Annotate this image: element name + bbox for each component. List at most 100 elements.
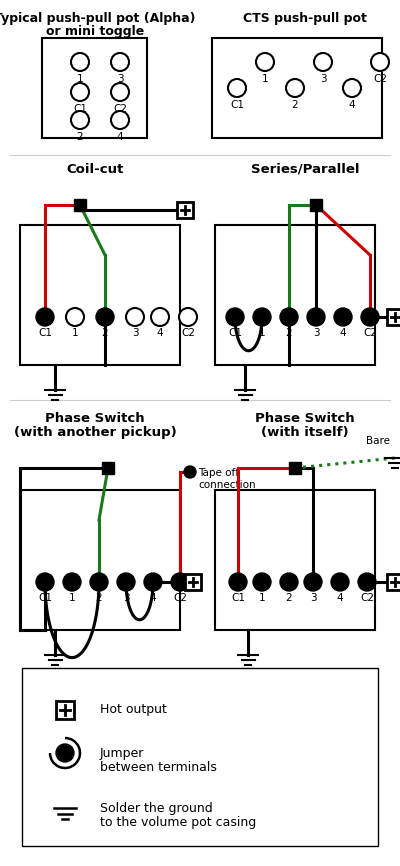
Circle shape xyxy=(253,308,271,326)
Text: Series/Parallel: Series/Parallel xyxy=(251,163,359,176)
Text: 4: 4 xyxy=(349,100,355,110)
Text: C2: C2 xyxy=(363,328,377,338)
Bar xyxy=(289,462,301,474)
Circle shape xyxy=(63,573,81,591)
Bar xyxy=(102,462,114,474)
Text: (with another pickup): (with another pickup) xyxy=(14,426,176,439)
Circle shape xyxy=(171,573,189,591)
Circle shape xyxy=(66,308,84,326)
Text: Tape off: Tape off xyxy=(198,468,239,478)
Circle shape xyxy=(144,573,162,591)
Circle shape xyxy=(71,83,89,101)
Text: C2: C2 xyxy=(173,593,187,603)
Circle shape xyxy=(256,53,274,71)
Text: C1: C1 xyxy=(38,593,52,603)
Circle shape xyxy=(307,308,325,326)
Circle shape xyxy=(358,573,376,591)
Bar xyxy=(212,38,382,138)
Circle shape xyxy=(286,79,304,97)
Circle shape xyxy=(361,308,379,326)
Text: Hot output: Hot output xyxy=(100,703,167,716)
Circle shape xyxy=(36,573,54,591)
Text: or mini toggle: or mini toggle xyxy=(46,25,144,38)
Text: 1: 1 xyxy=(259,593,265,603)
Circle shape xyxy=(111,53,129,71)
Circle shape xyxy=(111,83,129,101)
Bar xyxy=(22,668,378,846)
Text: 4: 4 xyxy=(340,328,346,338)
Text: 2: 2 xyxy=(96,593,102,603)
Circle shape xyxy=(280,308,298,326)
Bar xyxy=(74,199,86,211)
Text: 3: 3 xyxy=(132,328,138,338)
Bar xyxy=(387,309,400,325)
Text: 1: 1 xyxy=(262,74,268,84)
Text: 4: 4 xyxy=(117,132,123,142)
Circle shape xyxy=(71,53,89,71)
Bar xyxy=(20,225,180,365)
Text: 2: 2 xyxy=(286,593,292,603)
Text: 1: 1 xyxy=(259,328,265,338)
Text: 2: 2 xyxy=(292,100,298,110)
Text: 2: 2 xyxy=(286,328,292,338)
Bar xyxy=(310,199,322,211)
Text: Bare: Bare xyxy=(366,436,390,446)
Text: C2: C2 xyxy=(113,104,127,114)
Circle shape xyxy=(343,79,361,97)
Circle shape xyxy=(304,573,322,591)
Text: 3: 3 xyxy=(123,593,129,603)
Circle shape xyxy=(184,466,196,478)
Circle shape xyxy=(71,111,89,129)
Bar xyxy=(215,490,375,630)
Text: Coil-cut: Coil-cut xyxy=(66,163,124,176)
Bar xyxy=(177,202,193,218)
Text: to the volume pot casing: to the volume pot casing xyxy=(100,816,256,829)
Circle shape xyxy=(334,308,352,326)
Bar xyxy=(20,490,180,630)
Circle shape xyxy=(36,308,54,326)
Text: 4: 4 xyxy=(150,593,156,603)
Text: CTS push-pull pot: CTS push-pull pot xyxy=(243,12,367,25)
Circle shape xyxy=(126,308,144,326)
Circle shape xyxy=(90,573,108,591)
Circle shape xyxy=(253,573,271,591)
Bar xyxy=(387,574,400,590)
Circle shape xyxy=(179,308,197,326)
Text: 1: 1 xyxy=(77,74,83,84)
Text: 1: 1 xyxy=(69,593,75,603)
Circle shape xyxy=(96,308,114,326)
Text: 3: 3 xyxy=(313,328,319,338)
Circle shape xyxy=(226,308,244,326)
Text: C1: C1 xyxy=(73,104,87,114)
Circle shape xyxy=(228,79,246,97)
Text: C1: C1 xyxy=(228,328,242,338)
Text: C2: C2 xyxy=(373,74,387,84)
Bar xyxy=(56,701,74,719)
Text: 2: 2 xyxy=(77,132,83,142)
Bar xyxy=(185,574,201,590)
Circle shape xyxy=(371,53,389,71)
Bar xyxy=(215,225,375,365)
Circle shape xyxy=(151,308,169,326)
Circle shape xyxy=(331,573,349,591)
Circle shape xyxy=(280,573,298,591)
Text: C2: C2 xyxy=(181,328,195,338)
Text: C2: C2 xyxy=(360,593,374,603)
Text: C1: C1 xyxy=(38,328,52,338)
Text: 3: 3 xyxy=(310,593,316,603)
Text: 3: 3 xyxy=(117,74,123,84)
Text: Typical push-pull pot (Alpha): Typical push-pull pot (Alpha) xyxy=(0,12,196,25)
Text: 1: 1 xyxy=(72,328,78,338)
Circle shape xyxy=(56,744,74,762)
Circle shape xyxy=(111,111,129,129)
Text: connection: connection xyxy=(198,480,256,490)
Circle shape xyxy=(314,53,332,71)
Text: Phase Switch: Phase Switch xyxy=(45,412,145,425)
Circle shape xyxy=(229,573,247,591)
Text: Phase Switch: Phase Switch xyxy=(255,412,355,425)
Text: C1: C1 xyxy=(231,593,245,603)
Text: between terminals: between terminals xyxy=(100,761,217,774)
Text: Solder the ground: Solder the ground xyxy=(100,802,213,815)
Text: 4: 4 xyxy=(157,328,163,338)
Text: 2: 2 xyxy=(102,328,108,338)
